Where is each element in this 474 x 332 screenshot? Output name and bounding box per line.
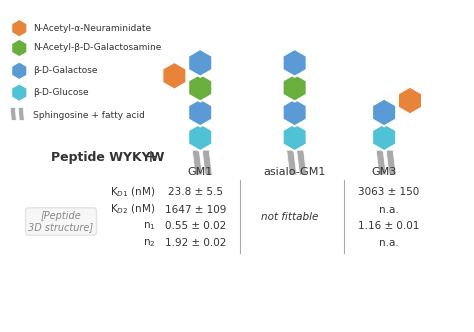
Text: n$_1$: n$_1$	[143, 220, 155, 232]
Polygon shape	[11, 84, 27, 102]
Polygon shape	[202, 150, 212, 175]
Text: N-Acetyl-β-D-Galactosamine: N-Acetyl-β-D-Galactosamine	[33, 43, 162, 52]
Text: Peptide WYKYW: Peptide WYKYW	[51, 151, 164, 164]
Polygon shape	[18, 108, 24, 121]
Text: K$_{D2}$ (nM): K$_{D2}$ (nM)	[110, 203, 155, 216]
Polygon shape	[11, 19, 27, 37]
Polygon shape	[188, 74, 212, 102]
Text: β-D-Glucose: β-D-Glucose	[33, 88, 89, 97]
Polygon shape	[188, 124, 212, 151]
Text: N-Acetyl-α-Neuraminidate: N-Acetyl-α-Neuraminidate	[33, 24, 151, 33]
Polygon shape	[398, 87, 422, 115]
Polygon shape	[283, 74, 307, 102]
Text: K$_{D1}$ (nM): K$_{D1}$ (nM)	[110, 185, 155, 199]
Polygon shape	[188, 49, 212, 77]
Polygon shape	[283, 49, 307, 77]
Text: GM1: GM1	[188, 167, 213, 177]
Polygon shape	[11, 62, 27, 80]
Polygon shape	[372, 124, 396, 151]
Text: asialo-GM1: asialo-GM1	[264, 167, 326, 177]
Text: β-D-Galactose: β-D-Galactose	[33, 66, 98, 75]
Polygon shape	[11, 39, 27, 57]
Polygon shape	[372, 99, 396, 126]
Text: n$_2$: n$_2$	[143, 237, 155, 249]
Polygon shape	[162, 62, 186, 90]
Polygon shape	[287, 150, 297, 175]
Text: +: +	[144, 148, 157, 166]
Text: 3063 ± 150: 3063 ± 150	[358, 187, 420, 197]
Polygon shape	[192, 150, 202, 175]
Text: 1647 ± 109: 1647 ± 109	[164, 205, 226, 214]
Polygon shape	[376, 150, 386, 175]
Polygon shape	[297, 150, 307, 175]
Polygon shape	[283, 124, 307, 151]
Text: 1.92 ± 0.02: 1.92 ± 0.02	[164, 238, 226, 248]
Polygon shape	[386, 150, 396, 175]
Text: Sphingosine + fatty acid: Sphingosine + fatty acid	[33, 111, 145, 120]
Polygon shape	[283, 99, 307, 126]
Text: n.a.: n.a.	[379, 238, 399, 248]
Polygon shape	[10, 108, 16, 121]
Text: GM3: GM3	[372, 167, 397, 177]
Text: n.a.: n.a.	[379, 205, 399, 214]
Text: 1.16 ± 0.01: 1.16 ± 0.01	[358, 221, 420, 231]
Text: 23.8 ± 5.5: 23.8 ± 5.5	[168, 187, 223, 197]
Text: not fittable: not fittable	[261, 211, 319, 221]
Polygon shape	[188, 99, 212, 126]
Text: [Peptide
3D structure]: [Peptide 3D structure]	[28, 211, 93, 232]
Text: 0.55 ± 0.02: 0.55 ± 0.02	[164, 221, 226, 231]
